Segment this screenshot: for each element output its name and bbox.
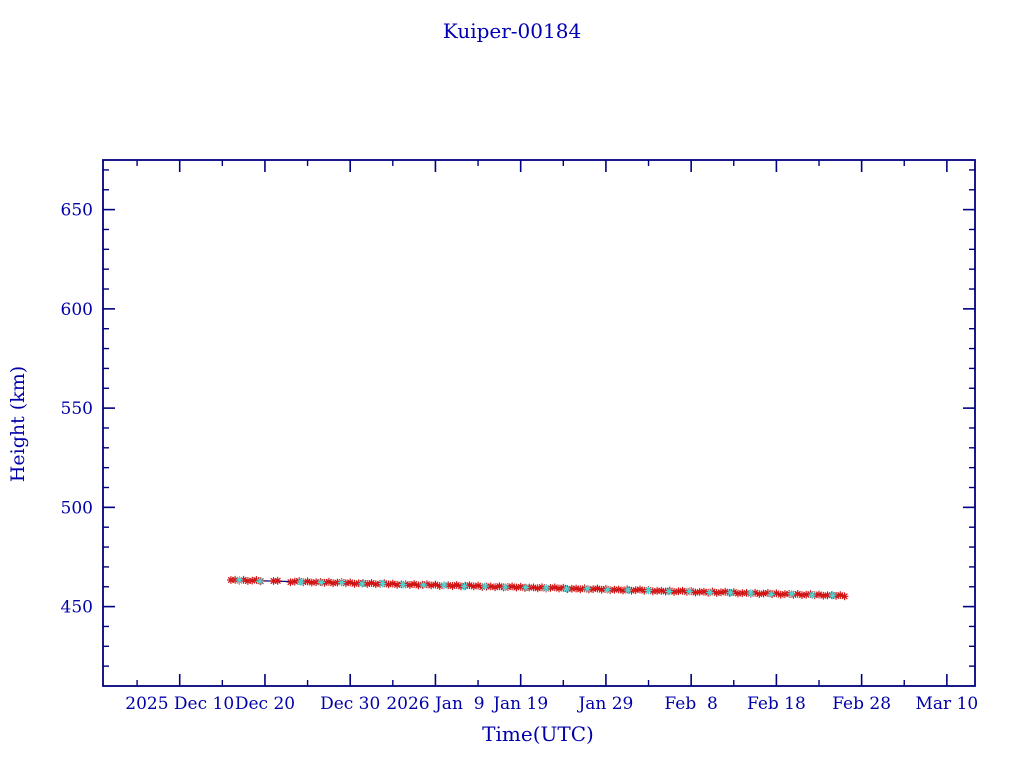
y-tick-label: 500 bbox=[61, 498, 93, 518]
x-tick-label: Jan 19 bbox=[491, 694, 548, 714]
x-tick-label: Feb 28 bbox=[832, 694, 891, 714]
x-tick-label: Dec 30 bbox=[320, 694, 380, 714]
x-tick-label: Jan 29 bbox=[576, 694, 633, 714]
x-axis-ticks bbox=[136, 160, 948, 686]
x-tick-label: Feb 18 bbox=[747, 694, 806, 714]
x-tick-label: Dec 20 bbox=[235, 694, 295, 714]
height-observed-red-markers bbox=[226, 575, 849, 601]
x-tick-label: 2025 Dec 10 bbox=[125, 694, 234, 714]
y-tick-label: 650 bbox=[61, 201, 93, 221]
y-axis-tick-labels: 450 500 550 600 650 bbox=[61, 201, 93, 618]
chart-title: Kuiper-00184 bbox=[443, 19, 581, 43]
x-tick-label: Mar 10 bbox=[916, 694, 979, 714]
y-axis-ticks bbox=[103, 169, 975, 667]
x-tick-label: 2026 Jan 9 bbox=[386, 694, 484, 714]
plot-area-frame bbox=[102, 159, 976, 687]
y-tick-label: 450 bbox=[61, 598, 93, 618]
x-tick-label: Feb 8 bbox=[664, 694, 717, 714]
height-predicted-cyan-markers bbox=[235, 576, 837, 600]
y-tick-label: 600 bbox=[61, 300, 93, 320]
x-axis-title: Time(UTC) bbox=[482, 722, 594, 746]
data-series-layer bbox=[226, 575, 849, 601]
x-axis-tick-labels: 2025 Dec 10 Dec 20 Dec 30 2026 Jan 9 Jan 19 J… bbox=[125, 694, 978, 714]
y-axis-title: Height (km) bbox=[7, 366, 29, 482]
y-tick-label: 550 bbox=[61, 399, 93, 419]
